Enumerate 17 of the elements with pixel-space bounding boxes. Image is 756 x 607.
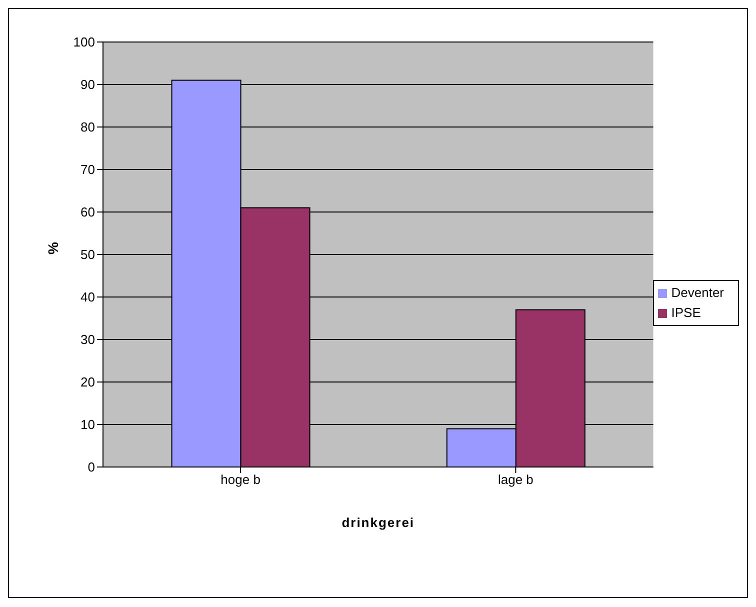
legend-label: IPSE (671, 305, 701, 320)
x-axis-title: drinkgerei (342, 515, 415, 530)
y-tick-label: 30 (80, 332, 95, 348)
y-tick-label: 20 (80, 374, 95, 390)
legend-label: Deventer (671, 285, 724, 300)
y-tick-label: 60 (80, 204, 95, 220)
y-tick-label: 0 (88, 460, 95, 475)
x-tick-label: hoge b (220, 472, 260, 488)
y-tick-label: 80 (80, 120, 95, 135)
y-tick-label: 70 (80, 162, 95, 178)
y-axis-title: % (44, 242, 61, 254)
y-tick-label: 10 (80, 417, 95, 432)
y-tick-label: 50 (80, 247, 95, 262)
y-tick-label: 100 (73, 34, 95, 50)
y-tick-label: 90 (80, 77, 95, 92)
x-tick-label: lage b (498, 472, 534, 488)
y-tick-label: 40 (80, 290, 95, 305)
